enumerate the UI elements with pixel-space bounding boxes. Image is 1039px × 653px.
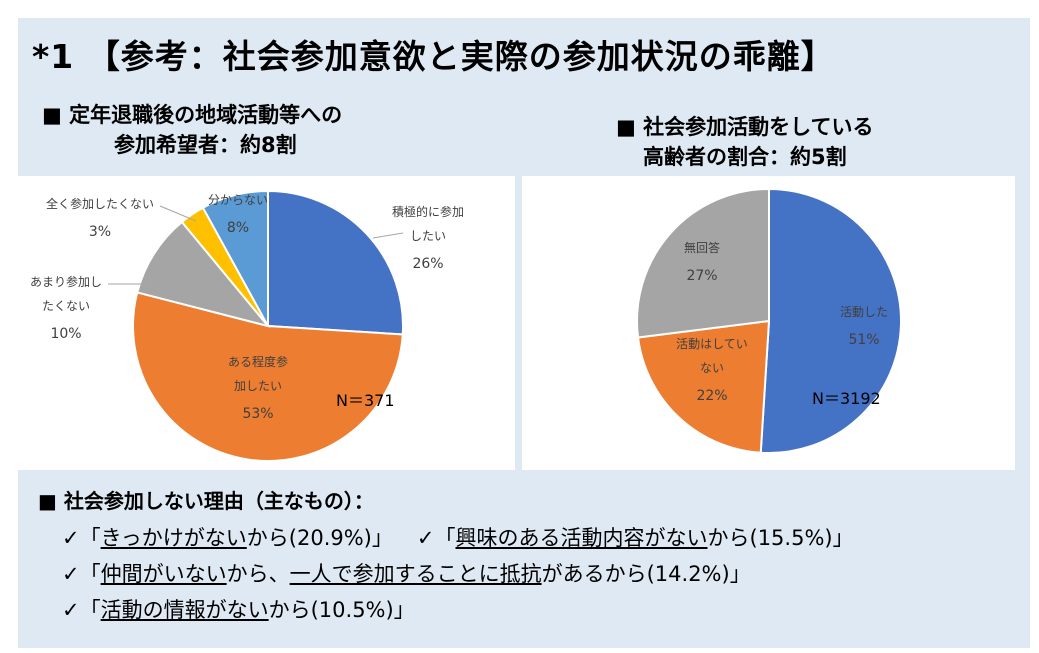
pie2-slice-3 bbox=[636, 187, 770, 339]
pie1-slice-3-label: たくない bbox=[42, 299, 90, 313]
reason-2-key: 興味のある活動内容がない bbox=[455, 526, 708, 550]
participation-actual-pie-chart: 活動した 51% 活動はしてい ない 22% 無回答 27% N＝3192 bbox=[522, 176, 1015, 470]
pie1-slice-2 bbox=[132, 291, 404, 462]
right-heading-line2: 高齢者の割合：約5割 bbox=[642, 145, 847, 169]
pie2-slice-1 bbox=[759, 187, 902, 454]
pie2-sample-size: N＝3192 bbox=[812, 389, 881, 408]
reason-4-rest: から(10.5%)」 bbox=[268, 598, 415, 622]
reason-2-open: 「 bbox=[434, 526, 456, 550]
reasons-section: ■ 社会参加しない理由（主なもの）： ✓「きっかけがないから(20.9%)」 ✓「… bbox=[38, 485, 854, 628]
check-icon: ✓ bbox=[62, 526, 80, 550]
reason-3-rest: があるから(14.2%)」 bbox=[541, 562, 751, 586]
pie2-slice-1-label: 活動した bbox=[840, 305, 888, 319]
reason-2-rest: から(15.5%)」 bbox=[707, 526, 854, 550]
reasons-row-3: ✓「活動の情報がないから(10.5%)」 bbox=[38, 592, 854, 628]
pie1-slice-5-label: 分からない bbox=[208, 193, 268, 207]
pie2-slice-2-value: 22% bbox=[696, 388, 727, 404]
pie1-slice-1 bbox=[267, 189, 404, 336]
left-heading-line2: 参加希望者：約8割 bbox=[114, 133, 297, 157]
pie1-leader-line-4 bbox=[159, 205, 197, 222]
pie2-slice-3-label: 無回答 bbox=[684, 240, 720, 255]
right-heading-line1: ■ 社会参加活動をしている bbox=[616, 115, 874, 139]
pie1-slice-1-label: したい bbox=[410, 229, 446, 243]
check-icon: ✓ bbox=[62, 598, 80, 622]
reasons-heading: ■ 社会参加しない理由（主なもの）： bbox=[38, 489, 374, 513]
right-chart-heading: ■ 社会参加活動をしている 高齢者の割合：約5割 bbox=[616, 112, 874, 172]
pie1-leader-line-1 bbox=[372, 232, 404, 239]
reasons-row-1: ✓「きっかけがないから(20.9%)」 ✓「興味のある活動内容がないから(15.5… bbox=[38, 520, 854, 556]
pie1-slice-2-value: 53% bbox=[242, 406, 273, 422]
participation-wish-pie-chart: 積極的に参加 したい 26% ある程度参加したい 53% あまり参加し たくない 10% 全く参… bbox=[18, 176, 515, 470]
pie1-slice-2-label: 加したい bbox=[234, 379, 282, 393]
reason-1-key: きっかけがない bbox=[100, 526, 247, 550]
pie2-slice-1-value: 51% bbox=[848, 332, 879, 348]
pie1-sample-size: N＝371 bbox=[336, 391, 395, 410]
pie2-slice-2 bbox=[636, 319, 771, 454]
left-chart-heading: ■ 定年退職後の地域活動等への 参加希望者：約8割 bbox=[42, 100, 342, 160]
pie2-slice-2-label: 活動はしてい bbox=[676, 337, 748, 351]
check-icon: ✓ bbox=[62, 562, 80, 586]
reason-3-open: 「 bbox=[79, 562, 101, 586]
pie1-slice-1-label: 積極的に参加 bbox=[392, 204, 464, 219]
pie1-slice-2-label: ある程度参 bbox=[228, 354, 288, 369]
pie1-slice-4-label: 全く参加したくない bbox=[46, 196, 154, 211]
reason-4-open: 「 bbox=[79, 598, 101, 622]
pie2-slice-2-label: ない bbox=[700, 361, 724, 375]
pie1-slice-4-value: 3% bbox=[89, 224, 111, 240]
pie1-slice-1-value: 26% bbox=[412, 256, 443, 272]
pie2-slice-3-value: 27% bbox=[686, 268, 717, 284]
reason-1-rest: から(20.9%)」 bbox=[246, 526, 393, 550]
pie1-slice-3 bbox=[136, 220, 271, 328]
reason-1-open: 「 bbox=[79, 526, 101, 550]
check-icon: ✓ bbox=[416, 526, 435, 550]
reasons-row-2: ✓「仲間がいないから、一人で参加することに抵抗があるから(14.2%)」 bbox=[38, 556, 854, 592]
reason-3-key2: 一人で参加することに抵抗 bbox=[289, 562, 542, 586]
pie1-slice-3-value: 10% bbox=[50, 326, 81, 342]
reason-4-key: 活動の情報がない bbox=[100, 598, 269, 622]
left-heading-line1: ■ 定年退職後の地域活動等への bbox=[42, 103, 343, 127]
reason-3-mid: から、 bbox=[226, 562, 290, 586]
page-title: *1 【参考：社会参加意欲と実際の参加状況の乖離】 bbox=[32, 37, 835, 76]
reason-3-key: 仲間がいない bbox=[100, 562, 227, 586]
pie1-slice-3-label: あまり参加し bbox=[30, 274, 102, 289]
pie1-slice-5-value: 8% bbox=[227, 220, 249, 236]
pie1-slice-5 bbox=[201, 189, 269, 327]
